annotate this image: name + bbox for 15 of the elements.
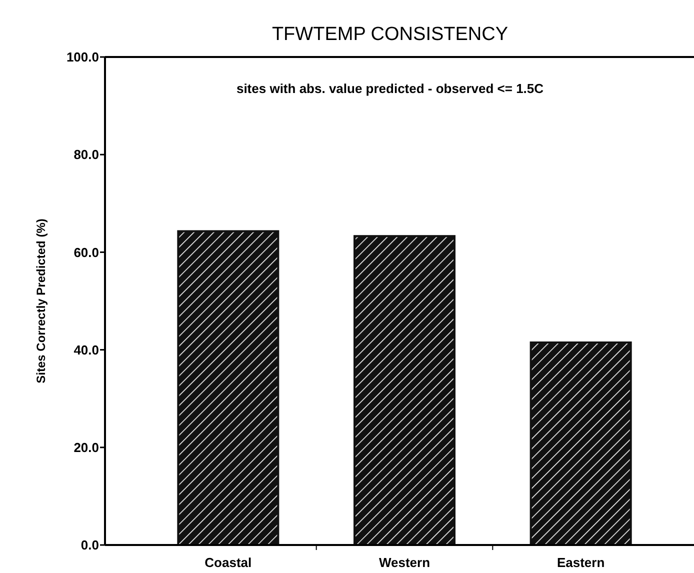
y-tick-label: 80.0	[74, 147, 99, 162]
x-tick-label: Eastern	[556, 555, 605, 570]
annotation: sites with abs. value predicted - observed <= 1.5C	[236, 81, 544, 96]
x-tick-label: Coastal	[204, 555, 252, 570]
y-tick-label: 60.0	[74, 244, 99, 260]
bar	[530, 341, 632, 546]
bar	[177, 230, 280, 546]
bar	[354, 235, 456, 546]
y-tick-label: 40.0	[74, 342, 99, 358]
y-axis-title: Sites Correctly Predicted (%)	[34, 218, 48, 384]
y-tick-label: 0.0	[80, 538, 99, 553]
chart-title: TFWTEMP CONSISTENCY	[272, 24, 508, 45]
x-tick-label: Western	[378, 555, 430, 570]
y-tick-label: 100.0	[66, 50, 99, 65]
y-tick-label: 20.0	[74, 440, 99, 455]
